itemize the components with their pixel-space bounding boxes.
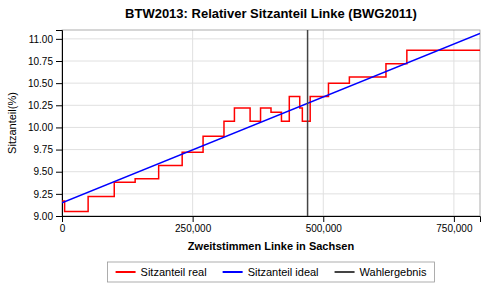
legend-swatch [116,271,136,273]
x-axis-title: Zweitstimmen Linke in Sachsen [188,240,355,252]
tick-label: 9.00 [34,211,54,222]
grid-line [62,61,480,62]
grid-line [62,193,480,194]
grid-line [62,83,480,84]
legend-item: Sitzanteil ideal [223,266,319,278]
tick: 750,000 [436,216,473,234]
title: BTW2013: Relativer Sitzanteil Linke (BWG… [125,6,417,21]
tick-mark [323,216,324,222]
legend-label: Wahlergebnis [360,266,427,278]
legend-label: Sitzanteil real [141,266,207,278]
tick-label: 9.25 [34,189,54,200]
tick-mark [56,194,62,195]
x-axis: 0 250,000 500,000 750,000 [60,216,481,234]
tick-mark [56,127,62,128]
tick: 500,000 [306,216,343,234]
tick-mark [454,216,455,222]
series-line [62,34,480,203]
tick-mark [56,61,62,62]
grid-line [62,149,480,150]
tick-mark [56,39,62,40]
marks [62,30,480,216]
legend-item: Sitzanteil real [116,266,207,278]
grid [62,30,480,216]
tick: 11.00 [29,34,62,45]
tick-label: 9.75 [34,144,54,155]
tick-label: 250,000 [175,223,212,234]
tick: 10.25 [28,100,62,111]
tick-label: 10.25 [28,100,53,111]
grid-line [62,38,480,39]
tick: 10.75 [28,56,62,67]
grid-line [323,30,324,216]
tick-mark [56,172,62,173]
legend: Sitzanteil real Sitzanteil ideal Wahlergeb… [108,262,435,282]
tick-mark [56,105,62,106]
tick: 250,000 [175,216,212,234]
tick-label: 10.00 [28,122,53,133]
tick: 9.50 [34,166,62,177]
y-axis-title: Sitzanteil(%) [6,92,18,154]
y-axis: 9.00 9.25 9.50 9.75 10.00 10.25 10.50 10.75 11.0… [28,31,63,222]
grid-line [62,171,480,172]
chart: 0 250,000 500,000 750,000 9.00 9.25 9.50 9.75 10… [0,0,500,300]
legend-frame [108,262,435,282]
tick-mark [56,83,62,84]
tick-label: 9.50 [34,166,54,177]
tick-label: 750,000 [436,223,473,234]
tick: 9.25 [34,189,62,200]
series-line [62,50,480,211]
plot-frame [62,30,480,216]
tick: 0 [60,216,66,234]
tick: 9.75 [34,144,62,155]
tick-label: 0 [60,223,66,234]
grid-line [62,127,480,128]
tick-label: 10.50 [28,78,53,89]
legend-item: Wahlergebnis [335,266,427,278]
plot-area: 0 250,000 500,000 750,000 9.00 9.25 9.50 9.75 10… [28,30,481,234]
tick: 10.00 [28,122,62,133]
vertical-line [307,30,309,216]
legend-swatch [335,271,355,273]
grid-line [62,105,480,106]
axis-line [63,217,481,223]
tick-label: 10.75 [28,56,53,67]
legend-label: Sitzanteil ideal [248,266,319,278]
tick: 9.00 [34,211,62,222]
tick-label: 500,000 [306,223,343,234]
grid-line [453,30,454,216]
tick-mark [56,216,62,217]
tick-mark [193,216,194,222]
axis-line [56,31,63,217]
grid-line [192,30,193,216]
tick-label: 11.00 [29,34,54,45]
tick: 10.50 [28,78,62,89]
legend-swatch [223,271,243,273]
tick-mark [56,150,62,151]
